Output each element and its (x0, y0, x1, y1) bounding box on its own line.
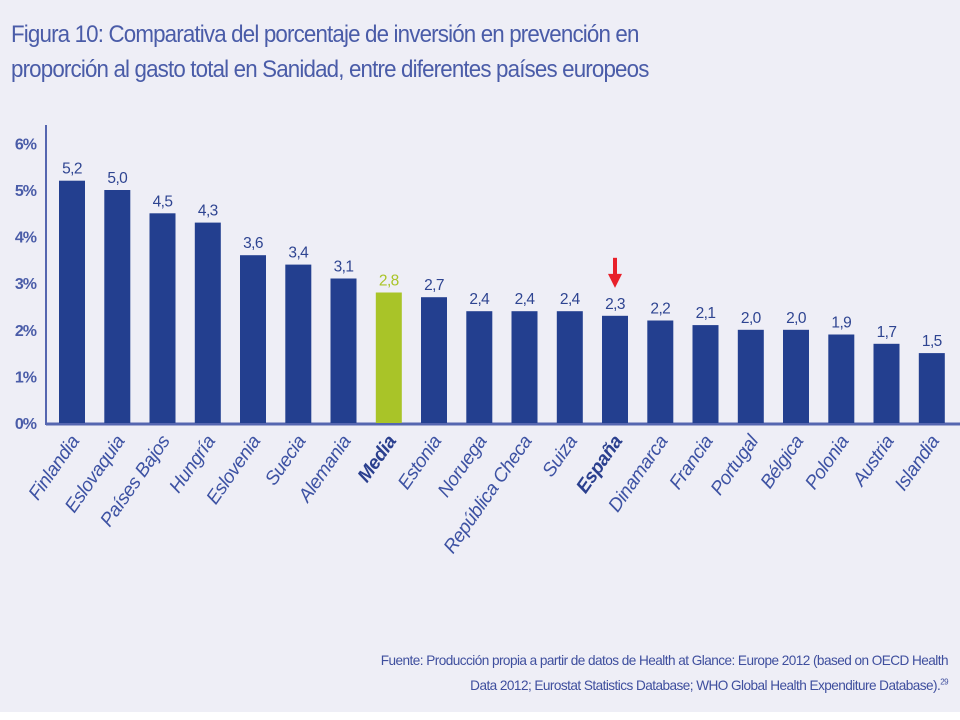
bar-value-label: 2,4 (560, 291, 581, 308)
bar-chart: 0% 1% 2% 3% 4% 5% 6% 5,2 5,0 4,5 4,3 3,6 3,4 3,1 2,8 2… (15, 125, 960, 558)
bar-value-label: 4,5 (153, 193, 173, 210)
bar-value-label: 1,5 (922, 333, 942, 350)
x-category-label: Suiza (539, 432, 582, 481)
bar-alemania (330, 278, 357, 423)
source-note: Fuente: Producción propia a partir de da… (268, 648, 949, 698)
x-category-label: Bélgica (757, 432, 808, 493)
x-category-label: Polonia (801, 432, 853, 494)
bar-value-label: 5,2 (62, 161, 82, 178)
y-tick-label: 5% (15, 183, 37, 200)
arrow-down-icon (608, 257, 622, 288)
bar-value-label: 4,3 (198, 203, 218, 220)
bar-polonia (828, 334, 855, 423)
y-tick-label: 6% (15, 136, 37, 153)
source-line-1: Fuente: Producción propia a partir de da… (380, 653, 949, 668)
bar-francia (692, 325, 719, 423)
bar-estonia (421, 297, 447, 423)
bar-noruega (466, 311, 493, 423)
bar-eslovaquia (104, 190, 131, 423)
bar-media (375, 292, 402, 423)
y-tick-label: 4% (15, 230, 37, 247)
bar-suiza (556, 311, 583, 423)
figure-title: Figura 10: Comparativa del porcentaje de… (11, 17, 681, 87)
x-category-label: Media (354, 431, 401, 486)
bar-austria (873, 343, 900, 423)
bar-value-label: 5,0 (107, 170, 128, 187)
bar-value-label: 3,1 (334, 259, 354, 276)
y-tick-label: 3% (15, 276, 37, 293)
figure-title-line-2: proporción al gasto total en Sanidad, en… (11, 56, 649, 83)
bar-eslovenia (240, 255, 266, 423)
y-tick-label: 2% (15, 323, 37, 340)
bar-dinamarca (647, 320, 674, 423)
bar-suecia (285, 264, 312, 423)
x-category-label: Portugal (707, 431, 764, 499)
bar-value-label: 2,2 (650, 301, 670, 318)
bar-países-bajos (149, 213, 176, 423)
value-labels: 5,2 5,0 4,5 4,3 3,6 3,4 3,1 2,8 2,7 2,4 2,4 2,4 2,3 2… (62, 161, 942, 350)
bar-value-label: 2,4 (515, 291, 536, 308)
bar-islandia (918, 353, 945, 423)
annotations (608, 257, 622, 288)
bar-value-label: 2,0 (741, 310, 762, 327)
y-tick-label: 0% (15, 416, 37, 433)
bar-value-label: 1,9 (831, 315, 851, 332)
bar-españa (602, 315, 628, 423)
bar-value-label: 2,1 (696, 305, 716, 322)
x-category-label: Islandia (891, 432, 944, 495)
bar-portugal (737, 329, 764, 423)
y-axis: 0% 1% 2% 3% 4% 5% 6% (15, 125, 960, 433)
figure-title-line-1: Figura 10: Comparativa del porcentaje de… (11, 21, 639, 48)
bar-value-label: 3,4 (288, 245, 309, 262)
bar-república-checa (511, 311, 538, 423)
bar-bélgica (783, 329, 809, 423)
bar-value-label: 3,6 (243, 235, 263, 252)
bar-hungría (194, 222, 221, 423)
source-line-2: Data 2012; Eurostat Statistics Database;… (470, 678, 941, 693)
bars (59, 180, 945, 423)
bar-value-label: 1,7 (877, 324, 897, 341)
source-reference: 29 (940, 677, 948, 687)
bar-value-label: 2,8 (379, 273, 399, 290)
y-tick-label: 1% (15, 369, 37, 386)
bar-value-label: 2,4 (469, 291, 490, 308)
bar-value-label: 2,7 (424, 277, 444, 294)
bar-value-label: 2,3 (605, 296, 625, 313)
bar-value-label: 2,0 (786, 310, 807, 327)
bar-finlandia (59, 180, 85, 423)
